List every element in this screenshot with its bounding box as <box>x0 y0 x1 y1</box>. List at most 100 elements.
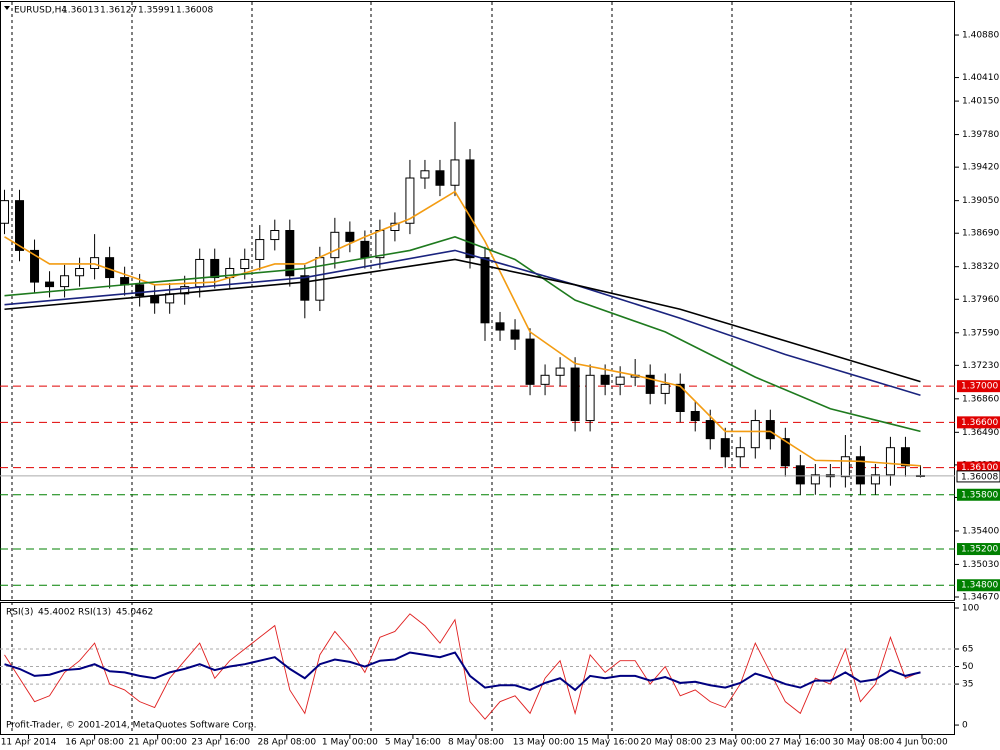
rsi-tick-label: 35 <box>962 680 973 690</box>
candle-body <box>615 376 625 385</box>
candle-body <box>60 275 70 288</box>
rsi13-value: 45.0462 <box>116 608 153 618</box>
candle-body <box>705 420 715 440</box>
level-label-box <box>957 380 1000 393</box>
x-tick-label: 27 May 16:00 <box>769 738 831 748</box>
y-tick-label: 1.40880 <box>962 31 999 41</box>
candle-body <box>375 230 385 259</box>
candle-body <box>570 367 580 422</box>
price-frame <box>0 1 955 601</box>
y-tick-label: 1.40150 <box>962 97 999 107</box>
rsi-line <box>4 613 921 720</box>
y-tick-label: 1.37590 <box>962 328 999 338</box>
candle-body <box>660 383 670 394</box>
candle-body <box>720 438 730 458</box>
x-tick-label: 20 May 08:00 <box>640 738 702 748</box>
level-label: 1.34800 <box>961 581 998 591</box>
moving-average <box>4 235 921 433</box>
candle-body <box>330 231 340 259</box>
candle-body <box>210 258 220 279</box>
current-price-label: 1.36008 <box>961 472 998 482</box>
candle-body <box>270 230 280 241</box>
rsi3-value: 45.4002 <box>38 608 75 618</box>
rsi-tick-label: 100 <box>962 604 979 614</box>
level-label-box <box>957 543 1000 556</box>
candle-body <box>540 374 550 385</box>
candle-body <box>360 240 370 259</box>
candle-body <box>510 329 520 340</box>
candle-body <box>420 170 430 179</box>
y-tick-label: 1.34670 <box>962 593 999 603</box>
rsi-tick-label: 50 <box>962 662 974 672</box>
y-tick-label: 1.35400 <box>962 526 999 536</box>
x-tick-label: 23 Apr 16:00 <box>191 738 250 748</box>
moving-average <box>4 190 921 467</box>
candle-body <box>405 177 415 224</box>
x-tick-label: 28 Apr 08:00 <box>257 738 316 748</box>
candle-body <box>810 474 820 485</box>
x-tick-label: 21 Apr 00:00 <box>128 738 187 748</box>
level-label-box <box>957 579 1000 592</box>
candle-body <box>795 465 805 485</box>
candle-body <box>735 447 745 458</box>
level-label-box <box>957 488 1000 501</box>
candle-body <box>495 322 505 331</box>
y-tick-label: 1.39050 <box>962 196 999 206</box>
level-label-box <box>957 416 1000 429</box>
candle-body <box>585 374 595 422</box>
candle-body <box>765 420 775 440</box>
rsi-tick-label: 0 <box>962 721 968 731</box>
candle-body <box>135 284 145 297</box>
candle-body <box>285 230 295 277</box>
x-tick-label: 8 May 08:00 <box>448 738 504 748</box>
x-tick-label: 4 Jun 00:00 <box>896 738 948 748</box>
level-label: 1.36100 <box>961 463 998 473</box>
header-low: 1.35991 <box>138 6 175 16</box>
menu-arrow[interactable] <box>4 6 10 10</box>
candle-body <box>480 257 490 324</box>
x-tick-label: 11 Apr 2014 <box>1 738 57 748</box>
level-label: 1.37000 <box>961 382 998 392</box>
candle-body <box>15 200 25 251</box>
candle-body <box>120 277 130 286</box>
copyright: Profit-Trader, © 2001-2014, MetaQuotes S… <box>6 721 256 731</box>
candle-body <box>645 374 655 394</box>
x-tick-label: 23 May 00:00 <box>705 738 767 748</box>
symbol-title: EURUSD,H4 <box>14 6 67 16</box>
y-tick-label: 1.36490 <box>962 428 999 438</box>
candle-body <box>675 383 685 412</box>
moving-average <box>4 258 921 383</box>
x-tick-label: 16 Apr 08:00 <box>65 738 124 748</box>
candle-body <box>345 231 355 242</box>
rsi-tick-label: 65 <box>962 644 973 654</box>
header-high: 1.36127 <box>100 6 137 16</box>
candle-body <box>450 159 460 186</box>
header-close: 1.36008 <box>176 6 213 16</box>
y-tick-label: 1.37230 <box>962 361 999 371</box>
candle-body <box>45 281 55 288</box>
candle-body <box>0 200 10 224</box>
y-tick-label: 1.38690 <box>962 229 999 239</box>
level-label: 1.35800 <box>961 490 998 500</box>
candle-body <box>150 295 160 304</box>
rsi-frame <box>0 602 955 735</box>
x-tick-label: 15 May 16:00 <box>577 738 639 748</box>
candle-body <box>780 438 790 467</box>
candle-body <box>435 170 445 186</box>
candle-body <box>180 286 190 295</box>
rsi13-name: RSI(13) <box>78 608 111 618</box>
candle-body <box>855 456 865 485</box>
candle-body <box>870 474 880 485</box>
candle-body <box>885 447 895 476</box>
level-label: 1.36600 <box>961 418 998 428</box>
candle-body <box>30 249 40 283</box>
rsi3-name: RSI(3) <box>6 608 33 618</box>
y-tick-label: 1.38320 <box>962 262 999 272</box>
y-tick-label: 1.39780 <box>962 130 999 140</box>
candle-body <box>555 367 565 376</box>
y-tick-label: 1.37960 <box>962 295 999 305</box>
current-price-box <box>956 470 1000 483</box>
candle-body <box>525 338 535 385</box>
x-tick-label: 5 May 16:00 <box>385 738 441 748</box>
